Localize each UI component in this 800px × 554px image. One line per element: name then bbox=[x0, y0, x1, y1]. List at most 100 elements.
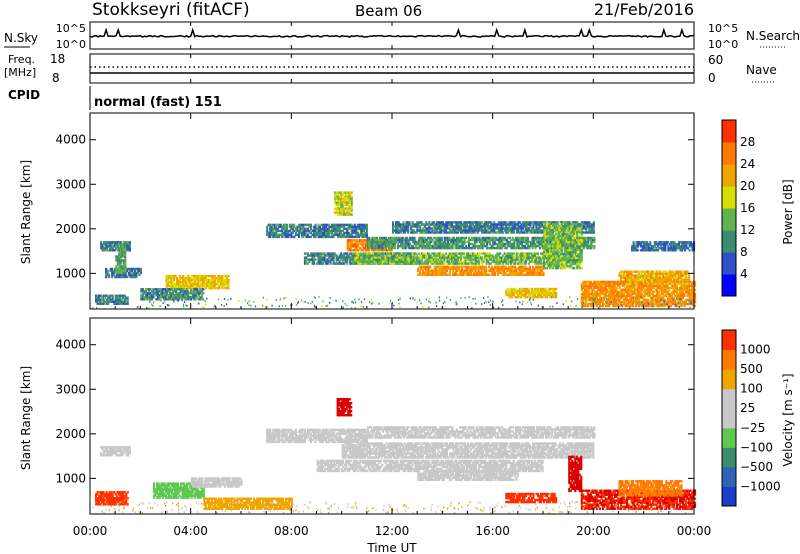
heatmap-cell bbox=[126, 296, 129, 299]
heatmap-cell bbox=[509, 227, 512, 230]
heatmap-cell bbox=[446, 246, 449, 250]
heatmap-cell bbox=[124, 251, 127, 254]
heatmap-cell bbox=[473, 221, 476, 224]
heatmap-cell bbox=[169, 294, 172, 297]
heatmap-cell bbox=[193, 290, 196, 293]
heatmap-cell bbox=[118, 261, 121, 264]
heatmap-cell bbox=[192, 276, 195, 280]
heatmap-cell bbox=[491, 223, 494, 226]
heatmap-cell bbox=[445, 244, 448, 248]
heatmap-cell bbox=[322, 262, 325, 265]
heatmap-cell bbox=[219, 284, 222, 288]
heatmap-cell bbox=[469, 246, 472, 250]
heatmap-cell bbox=[112, 273, 115, 277]
heatmap-cell bbox=[502, 223, 505, 226]
heatmap-cell bbox=[132, 275, 135, 279]
heatmap-cell bbox=[412, 246, 415, 250]
heatmap-cell bbox=[332, 260, 335, 263]
heatmap-cell bbox=[347, 233, 350, 237]
heatmap-cell bbox=[186, 278, 189, 282]
heatmap-cell bbox=[484, 231, 487, 234]
heatmap-cell bbox=[222, 280, 225, 284]
heatmap-cell bbox=[458, 244, 461, 248]
heatmap-cell bbox=[269, 225, 272, 229]
heatmap-cell bbox=[317, 235, 320, 239]
heatmap-cell bbox=[296, 233, 299, 237]
heatmap-cell bbox=[458, 238, 461, 242]
heatmap-cell bbox=[481, 227, 484, 230]
heatmap-cell bbox=[115, 259, 118, 262]
heatmap-cell bbox=[126, 298, 129, 301]
heatmap-cell bbox=[380, 244, 383, 248]
heatmap-cell bbox=[290, 227, 293, 231]
heatmap-cell bbox=[368, 236, 371, 240]
nsky-tick-top: 10^5 bbox=[56, 22, 86, 35]
heatmap-cell bbox=[335, 227, 338, 231]
heatmap-cell bbox=[438, 229, 441, 232]
heatmap-cell bbox=[486, 240, 489, 244]
heatmap-cell bbox=[105, 271, 108, 275]
heatmap-cell bbox=[455, 238, 458, 242]
heatmap-cell bbox=[588, 246, 591, 250]
heatmap-cell bbox=[498, 246, 501, 250]
heatmap-cell bbox=[128, 249, 131, 252]
heatmap-cell bbox=[463, 225, 466, 228]
heatmap-cell bbox=[328, 235, 331, 239]
heatmap-cell bbox=[428, 244, 431, 248]
heatmap-cell bbox=[392, 231, 395, 234]
heatmap-cell bbox=[380, 240, 383, 244]
heatmap-cell bbox=[460, 242, 463, 246]
heatmap-cell bbox=[371, 246, 374, 250]
heatmap-cell bbox=[118, 255, 121, 258]
freq-panel: Freq. [MHz] 18 8 60 0 Nave bbox=[4, 52, 777, 85]
heatmap-cell bbox=[472, 227, 475, 230]
heatmap-cell bbox=[443, 244, 446, 248]
heatmap-cell bbox=[506, 229, 509, 232]
heatmap-cell bbox=[328, 227, 331, 231]
heatmap-cell bbox=[282, 227, 285, 231]
heatmap-cell bbox=[218, 284, 221, 288]
heatmap-cell bbox=[446, 225, 449, 228]
heatmap-cell bbox=[120, 294, 123, 297]
heatmap-cell bbox=[487, 238, 490, 242]
cpid-label: CPID bbox=[8, 88, 40, 102]
heatmap-cell bbox=[511, 236, 514, 240]
heatmap-cell bbox=[470, 231, 473, 234]
heatmap-cell bbox=[413, 246, 416, 250]
heatmap-cell bbox=[517, 246, 520, 250]
heatmap-cell bbox=[291, 225, 294, 229]
heatmap-cell bbox=[344, 260, 347, 263]
heatmap-cell bbox=[172, 294, 175, 297]
heatmap-cell bbox=[180, 286, 183, 290]
heatmap-cell bbox=[395, 229, 398, 232]
heatmap-cell bbox=[122, 294, 125, 297]
heatmap-cell bbox=[514, 236, 517, 240]
heatmap-cell bbox=[198, 280, 201, 284]
heatmap-cell bbox=[313, 229, 316, 233]
heatmap-cell bbox=[585, 246, 588, 250]
heatmap-cell bbox=[149, 298, 152, 301]
heatmap-cell bbox=[322, 256, 325, 259]
heatmap-cell bbox=[308, 229, 311, 233]
heatmap-cell bbox=[538, 223, 541, 226]
heatmap-cell bbox=[319, 235, 322, 239]
heatmap-cell bbox=[332, 256, 335, 259]
heatmap-cell bbox=[443, 227, 446, 230]
heatmap-cell bbox=[431, 229, 434, 232]
heatmap-cell bbox=[401, 244, 404, 248]
heatmap-cell bbox=[319, 252, 322, 255]
heatmap-cell bbox=[346, 223, 349, 227]
heatmap-cell bbox=[427, 246, 430, 250]
heatmap-cell bbox=[325, 223, 328, 227]
heatmap-cell bbox=[212, 282, 215, 286]
heatmap-cell bbox=[360, 249, 363, 252]
heatmap-cell bbox=[115, 275, 118, 279]
heatmap-cell bbox=[188, 298, 191, 301]
heatmap-cell bbox=[325, 227, 328, 231]
heatmap-cell bbox=[539, 242, 542, 246]
heatmap-cell bbox=[524, 225, 527, 228]
heatmap-cell bbox=[526, 227, 529, 230]
heatmap-cell bbox=[361, 227, 364, 231]
heatmap-cell bbox=[163, 292, 166, 295]
